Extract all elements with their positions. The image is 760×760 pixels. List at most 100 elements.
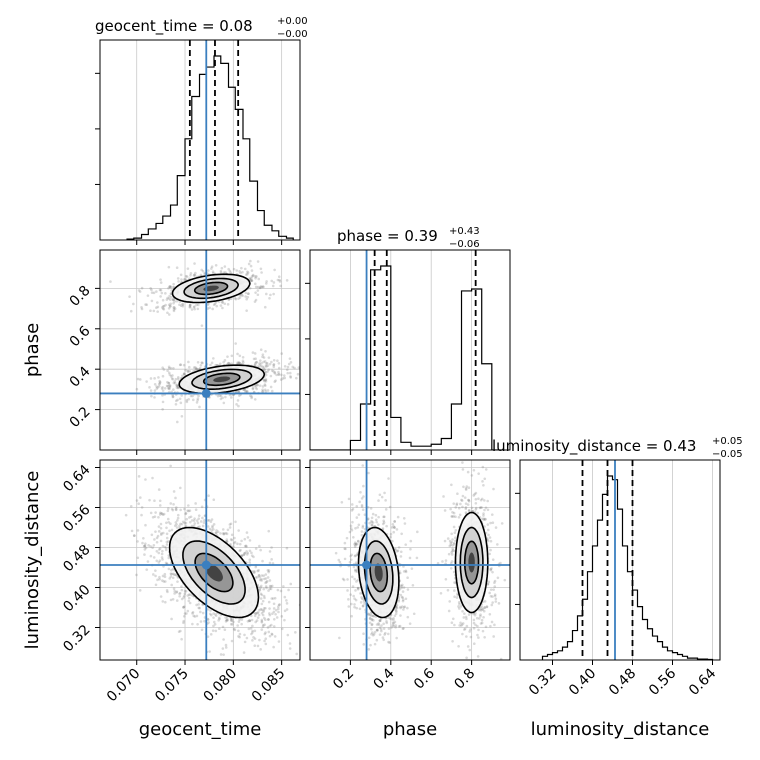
sample-point [262,356,266,359]
sample-point [178,592,181,596]
sample-point [191,610,195,614]
sample-point [240,618,244,621]
sample-point [261,390,264,394]
sample-point [362,484,365,488]
sample-point [225,618,228,622]
sample-point [162,304,166,308]
sample-point [146,294,150,297]
sample-point [259,597,263,600]
sample-point [265,580,268,584]
sample-point [175,266,179,270]
sample-point [457,644,460,648]
sample-point [214,614,218,617]
sample-point [167,306,171,310]
sample-point [461,622,465,625]
sample-point [472,494,476,497]
sample-point [157,488,161,491]
sample-point [174,377,178,381]
sample-point [465,656,468,660]
sample-point [191,622,194,626]
sample-point [137,475,141,478]
sample-point [243,551,247,555]
sample-point [213,302,217,306]
sample-point [357,513,361,516]
sample-point [453,589,456,592]
sample-point [359,592,362,595]
sample-point [208,650,211,653]
sample-point [229,297,233,301]
sample-point [250,618,254,622]
sample-point [144,478,147,481]
sample-point [270,633,274,636]
sample-point [361,508,365,511]
sample-point [257,613,261,617]
sample-point [169,522,172,526]
sample-point [321,576,324,579]
sample-point [228,526,232,529]
sample-point [382,622,385,626]
sample-point [256,644,260,648]
sample-point [482,518,486,522]
sample-point [402,586,406,589]
sample-point [180,522,184,526]
sample-point [436,561,440,565]
sample-point [261,599,265,603]
sample-point [253,352,257,355]
sample-point [169,572,173,575]
sample-point [201,524,205,528]
sample-point [256,289,260,292]
sample-point [260,271,263,274]
sample-point [196,521,200,525]
sample-point [379,627,383,631]
sample-point [183,521,186,525]
sample-point [238,635,241,639]
sample-point [144,546,148,550]
sample-point [156,534,160,538]
sample-point [272,625,276,628]
sample-point [393,519,396,523]
sample-point [459,502,462,506]
sample-point [150,394,153,398]
sample-point [166,386,170,390]
sample-point [182,619,185,623]
sample-point [489,624,492,628]
sample-point [444,559,448,562]
sample-point [219,304,223,307]
sample-point [245,309,248,312]
sample-point [343,547,346,550]
title-phase-plus: +0.43 [449,226,480,237]
sample-point [289,376,293,379]
sample-point [180,414,184,418]
sample-point [196,397,200,400]
sample-point [194,502,197,505]
sample-point [160,306,164,309]
sample-point [377,515,380,519]
sample-point [381,636,385,639]
sample-point [216,530,220,534]
sample-point [266,389,270,392]
sample-point [265,362,269,365]
sample-point [135,499,139,502]
sample-point [209,520,213,523]
sample-point [268,587,272,591]
sample-point [461,505,464,509]
sample-point [259,267,263,271]
sample-point [489,567,492,571]
sample-point [172,309,176,313]
sample-point [166,384,170,388]
sample-point [186,370,190,373]
contour-line [194,552,234,593]
sample-point [360,503,364,507]
sample-point [184,274,188,278]
sample-point [161,386,164,389]
sample-point [393,547,397,551]
sample-point [450,532,453,536]
sample-point [212,303,216,307]
sample-point [279,284,282,288]
sample-point [161,400,165,404]
sample-point [490,603,494,607]
sample-point [218,627,221,631]
sample-point [482,615,485,619]
sample-point [263,379,266,383]
